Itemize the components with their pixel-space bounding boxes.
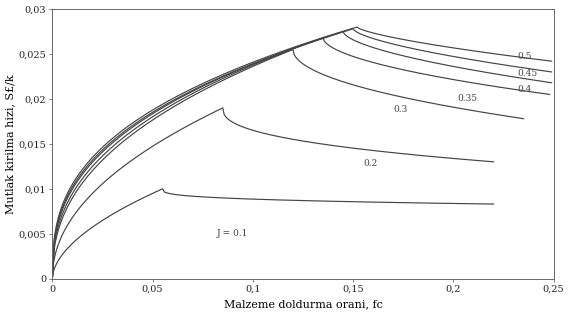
Y-axis label: Mutlak kirilma hizi, S£/k: Mutlak kirilma hizi, S£/k — [6, 74, 15, 214]
Text: 0.2: 0.2 — [363, 159, 377, 168]
Text: 0.5: 0.5 — [518, 52, 532, 61]
Text: 0.35: 0.35 — [457, 94, 478, 103]
X-axis label: Malzeme doldurma orani, fc: Malzeme doldurma orani, fc — [223, 300, 382, 309]
Text: 0.4: 0.4 — [518, 85, 532, 94]
Text: 0.45: 0.45 — [518, 69, 538, 78]
Text: J = 0.1: J = 0.1 — [217, 229, 248, 238]
Text: 0.3: 0.3 — [393, 105, 408, 114]
